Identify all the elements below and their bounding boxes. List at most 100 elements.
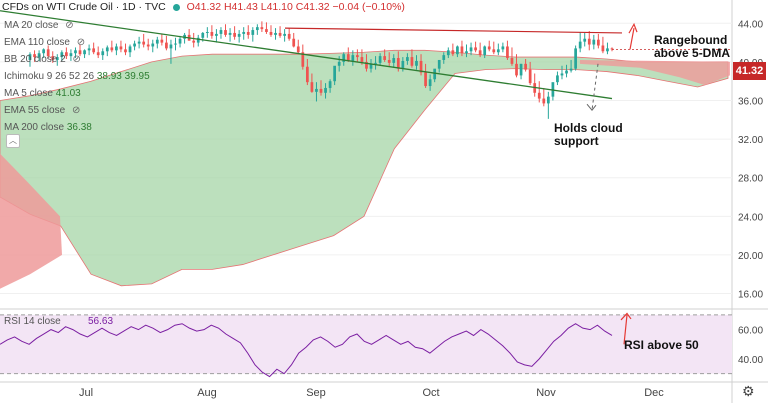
candle-body	[596, 39, 600, 46]
resistance-trendline	[284, 27, 623, 34]
candle-body	[215, 33, 218, 36]
collapse-legend-button[interactable]: ︿	[6, 134, 20, 148]
candle-body	[292, 38, 296, 47]
candle-body	[601, 45, 605, 52]
candle-body	[369, 63, 373, 69]
candle-body	[78, 50, 82, 55]
candle-body	[451, 50, 455, 55]
candle-body	[92, 48, 96, 53]
symbol-title[interactable]: CFDs on WTI Crude Oil · 1D · TVC	[2, 1, 166, 13]
candle-body	[60, 52, 64, 58]
candle-body	[515, 63, 518, 76]
hidden-eye-icon[interactable]: ⊘	[72, 54, 81, 65]
candle-body	[506, 46, 509, 59]
price-tick-label: 28.00	[738, 174, 763, 185]
candle-body	[324, 87, 327, 93]
candle-body	[592, 39, 596, 45]
candle-body	[356, 55, 359, 58]
candle-body	[255, 27, 259, 31]
candle-body	[178, 38, 182, 44]
candle-body	[165, 42, 168, 49]
annotation-cloud: Holds cloud support	[554, 122, 623, 148]
legend-item-ma200[interactable]: MA 200 close 36.38	[4, 122, 92, 133]
candle-body	[401, 60, 405, 69]
candle-body	[351, 55, 355, 61]
ma200-line	[0, 10, 613, 100]
candle-body	[465, 51, 468, 54]
candle-body	[569, 68, 573, 71]
candle-body	[137, 41, 141, 44]
legend-item-ema110[interactable]: EMA 110 close ⊘	[4, 37, 85, 48]
candle-body	[205, 31, 209, 33]
candle-body	[560, 73, 564, 76]
candle-body	[428, 79, 432, 87]
support-pointer	[591, 63, 599, 111]
candle-body	[46, 49, 50, 57]
candle-body	[37, 53, 41, 58]
candle-body	[519, 63, 523, 76]
candle-body	[410, 57, 414, 66]
candle-body	[328, 81, 332, 88]
annotation-line: RSI above 50	[624, 338, 699, 352]
candle-body	[174, 43, 177, 45]
candle-body	[524, 63, 527, 70]
candle-body	[219, 30, 223, 34]
candle-body	[87, 48, 91, 51]
candle-body	[419, 60, 423, 73]
symbol-ohlc-row: CFDs on WTI Crude Oil · 1D · TVC O41.32 …	[2, 1, 405, 13]
settings-gear-icon[interactable]: ⚙	[742, 383, 755, 399]
candle-body	[55, 57, 59, 60]
candle-body	[242, 31, 246, 34]
hidden-eye-icon[interactable]: ⊘	[71, 105, 81, 116]
price-tick-label: 32.00	[738, 135, 763, 146]
candle-body	[606, 48, 609, 52]
candle-body	[110, 47, 114, 51]
annotation-rsi: RSI above 50	[624, 339, 699, 352]
candle-body	[169, 44, 173, 49]
month-tick-label: Sep	[306, 387, 326, 399]
last-price-tag: 41.32	[733, 62, 766, 80]
rsi-band	[0, 314, 732, 374]
legend-item-ichimoku[interactable]: Ichimoku 9 26 52 26 38.93 39.95	[4, 71, 150, 82]
candle-body	[224, 30, 227, 35]
candle-body	[574, 48, 577, 69]
candle-body	[478, 50, 482, 56]
rsi-tick-label: 40.00	[738, 355, 763, 366]
candle-body	[528, 69, 532, 84]
candle-body	[251, 30, 255, 35]
legend-label: EMA 55 close	[4, 105, 66, 116]
candle-body	[196, 37, 200, 43]
candle-body	[283, 33, 286, 36]
legend-item-ma20[interactable]: MA 20 close ⊘	[4, 20, 74, 31]
candle-body	[587, 38, 591, 45]
candle-body	[396, 58, 400, 69]
month-tick-label: Aug	[197, 387, 217, 399]
candle-body	[69, 53, 73, 57]
candle-body	[483, 46, 487, 56]
hidden-eye-icon[interactable]: ⊘	[65, 20, 74, 31]
hidden-eye-icon[interactable]: ⊘	[76, 37, 86, 48]
candle-body	[424, 72, 427, 87]
legend-item-ema55[interactable]: EMA 55 close ⊘	[4, 105, 80, 116]
month-tick-label: Oct	[422, 387, 439, 399]
candle-body	[337, 61, 341, 66]
price-tick-label: 24.00	[738, 212, 763, 223]
candle-body	[265, 29, 268, 32]
annotation-line: support	[554, 134, 599, 148]
candle-body	[274, 32, 277, 35]
annotation-line: above 5-DMA	[654, 46, 731, 60]
candle-body	[469, 47, 473, 52]
candle-body	[501, 46, 505, 50]
candle-body	[310, 82, 314, 92]
candle-body	[133, 43, 136, 47]
candle-body	[374, 62, 377, 64]
legend-item-ma5[interactable]: MA 5 close 41.03	[4, 88, 81, 99]
legend-item-bb20[interactable]: BB 20 close 2 ⊘	[4, 54, 81, 65]
price-tick-label: 16.00	[738, 290, 763, 301]
legend-label: EMA 110 close	[4, 37, 70, 48]
support-pointer-head	[586, 103, 597, 111]
candle-body	[387, 59, 391, 63]
legend-value: 36.38	[66, 122, 92, 133]
